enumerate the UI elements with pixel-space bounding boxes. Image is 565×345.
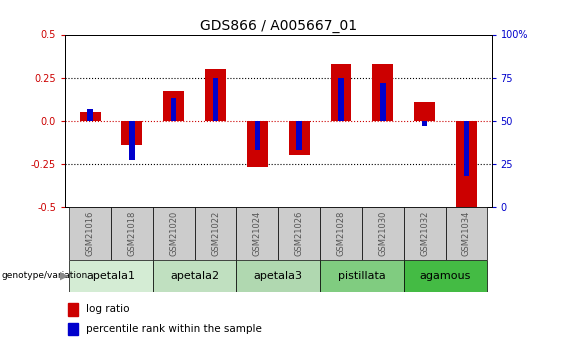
Text: GSM21016: GSM21016 — [85, 211, 94, 256]
Text: GSM21034: GSM21034 — [462, 211, 471, 256]
Bar — [213, 78, 218, 121]
Text: log ratio: log ratio — [86, 304, 129, 314]
Bar — [464, 121, 469, 176]
Bar — [338, 78, 344, 121]
Bar — [205, 69, 226, 121]
Bar — [68, 323, 79, 335]
Bar — [289, 121, 310, 155]
Bar — [297, 121, 302, 150]
Text: apetala3: apetala3 — [254, 271, 303, 280]
Bar — [456, 121, 477, 207]
Bar — [111, 207, 153, 260]
Text: GSM21030: GSM21030 — [379, 211, 388, 256]
Bar — [153, 207, 194, 260]
Bar — [422, 121, 427, 126]
Bar — [69, 260, 153, 292]
Text: percentile rank within the sample: percentile rank within the sample — [86, 324, 262, 334]
Bar — [171, 98, 176, 121]
Bar — [372, 64, 393, 121]
Text: GSM21018: GSM21018 — [127, 211, 136, 256]
Text: pistillata: pistillata — [338, 271, 386, 280]
Bar — [121, 121, 142, 145]
Text: genotype/variation: genotype/variation — [1, 271, 88, 280]
Bar — [414, 102, 435, 121]
Bar — [247, 121, 268, 167]
Text: ▶: ▶ — [60, 271, 69, 280]
Bar — [255, 121, 260, 150]
Bar — [446, 207, 488, 260]
Title: GDS866 / A005667_01: GDS866 / A005667_01 — [199, 19, 357, 33]
Bar — [163, 91, 184, 121]
Bar — [153, 260, 236, 292]
Bar — [69, 207, 111, 260]
Text: agamous: agamous — [420, 271, 471, 280]
Bar — [380, 83, 385, 121]
Bar — [68, 303, 79, 316]
Text: GSM21022: GSM21022 — [211, 211, 220, 256]
Text: GSM21028: GSM21028 — [337, 211, 345, 256]
Text: GSM21032: GSM21032 — [420, 211, 429, 256]
Bar — [236, 260, 320, 292]
Bar — [80, 112, 101, 121]
Bar — [331, 64, 351, 121]
Bar — [194, 207, 236, 260]
Bar — [88, 109, 93, 121]
Bar — [404, 207, 446, 260]
Bar — [320, 207, 362, 260]
Bar — [279, 207, 320, 260]
Bar — [362, 207, 404, 260]
Bar — [129, 121, 134, 160]
Text: GSM21024: GSM21024 — [253, 211, 262, 256]
Bar — [320, 260, 404, 292]
Text: apetala2: apetala2 — [170, 271, 219, 280]
Bar — [404, 260, 488, 292]
Text: GSM21026: GSM21026 — [295, 211, 303, 256]
Bar — [236, 207, 279, 260]
Text: GSM21020: GSM21020 — [169, 211, 178, 256]
Text: apetala1: apetala1 — [86, 271, 136, 280]
